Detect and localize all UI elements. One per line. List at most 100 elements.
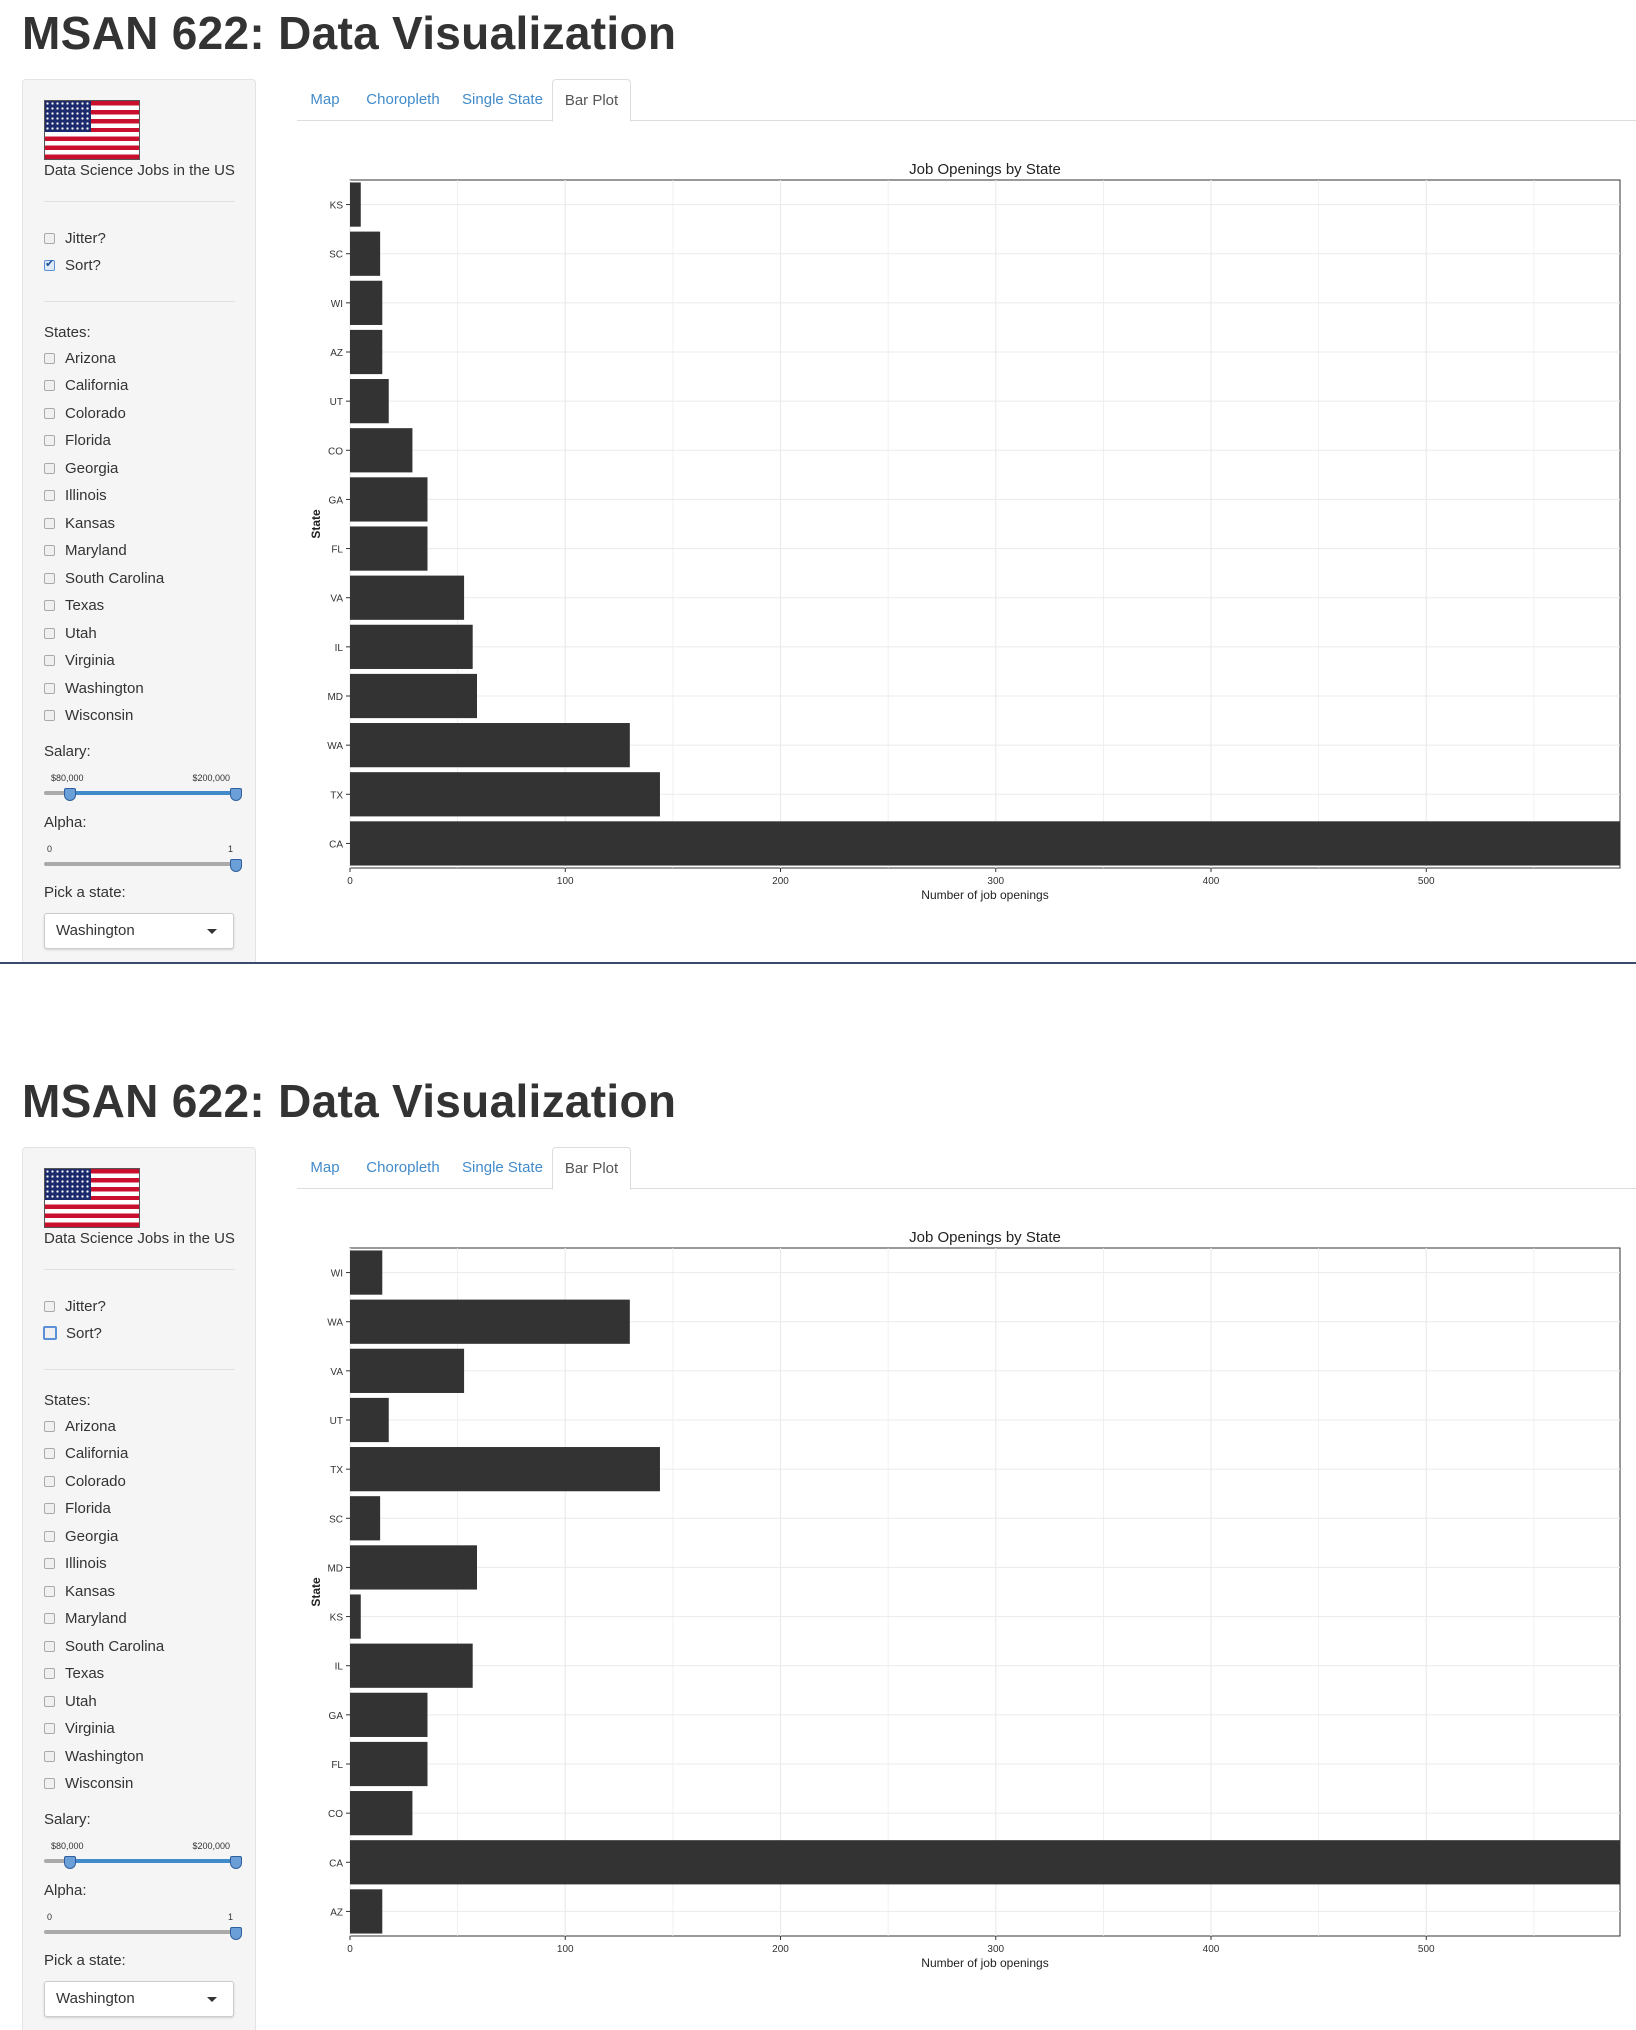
- state-checkbox[interactable]: [44, 1723, 55, 1734]
- bar-ks[interactable]: [350, 182, 361, 227]
- state-checkbox-row[interactable]: Georgia: [44, 458, 118, 478]
- state-checkbox[interactable]: [44, 1695, 55, 1707]
- state-checkbox-row[interactable]: Colorado: [44, 403, 126, 423]
- state-checkbox-row[interactable]: California: [44, 376, 128, 396]
- bar-ga[interactable]: [350, 477, 428, 522]
- state-select[interactable]: Washington: [44, 1981, 234, 2017]
- state-checkbox-row[interactable]: Illinois: [44, 1554, 107, 1574]
- state-checkbox-row[interactable]: Colorado: [44, 1471, 126, 1491]
- state-checkbox-row[interactable]: California: [44, 1444, 128, 1464]
- bar-wi[interactable]: [350, 280, 383, 325]
- bar-az[interactable]: [350, 1889, 383, 1934]
- bar-ga[interactable]: [350, 1692, 428, 1737]
- bar-va[interactable]: [350, 1348, 465, 1393]
- alpha-slider[interactable]: 0 1: [44, 1912, 242, 1942]
- state-checkbox[interactable]: [44, 682, 55, 694]
- state-checkbox[interactable]: [44, 600, 55, 611]
- state-checkbox-row[interactable]: Wisconsin: [44, 706, 133, 726]
- jitter-checkbox-row[interactable]: Jitter?: [44, 1296, 106, 1316]
- state-checkbox-row[interactable]: Virginia: [44, 651, 115, 671]
- salary-range-slider[interactable]: $80,000 $200,000: [44, 1841, 242, 1871]
- state-checkbox-row[interactable]: Florida: [44, 431, 111, 451]
- bar-md[interactable]: [350, 673, 477, 719]
- tab-map[interactable]: Map: [310, 1159, 340, 1176]
- state-checkbox[interactable]: [44, 380, 55, 391]
- bar-wa[interactable]: [350, 723, 630, 768]
- state-checkbox-row[interactable]: Utah: [44, 623, 97, 643]
- state-checkbox[interactable]: [44, 1530, 55, 1542]
- state-checkbox[interactable]: [44, 435, 55, 446]
- state-checkbox-row[interactable]: Kansas: [44, 513, 115, 533]
- state-checkbox[interactable]: [44, 1420, 55, 1432]
- bar-sc[interactable]: [350, 1496, 381, 1541]
- state-checkbox-row[interactable]: South Carolina: [44, 1636, 164, 1656]
- bar-il[interactable]: [350, 624, 473, 669]
- bar-fl[interactable]: [350, 1741, 428, 1787]
- state-checkbox[interactable]: [44, 627, 55, 639]
- tab-choropleth[interactable]: Choropleth: [366, 91, 440, 108]
- tab-choropleth[interactable]: Choropleth: [366, 1159, 440, 1176]
- state-checkbox[interactable]: [44, 1448, 55, 1459]
- bar-sc[interactable]: [350, 231, 381, 276]
- jitter-checkbox[interactable]: [44, 232, 55, 244]
- bar-fl[interactable]: [350, 526, 428, 571]
- sort-checkbox-row[interactable]: Sort?: [44, 255, 101, 275]
- bar-tx[interactable]: [350, 772, 660, 817]
- state-checkbox-row[interactable]: Arizona: [44, 348, 116, 368]
- bar-wi[interactable]: [350, 1250, 383, 1295]
- bar-co[interactable]: [350, 1791, 413, 1836]
- alpha-handle[interactable]: [230, 859, 242, 872]
- alpha-slider-track[interactable]: [44, 862, 236, 866]
- state-checkbox[interactable]: [44, 1668, 55, 1679]
- bar-ks[interactable]: [350, 1594, 361, 1639]
- state-checkbox[interactable]: [44, 490, 55, 501]
- state-select[interactable]: Washington: [44, 913, 234, 949]
- state-checkbox-row[interactable]: Washington: [44, 1746, 144, 1766]
- alpha-handle[interactable]: [230, 1927, 242, 1940]
- state-checkbox-row[interactable]: Washington: [44, 678, 144, 698]
- state-checkbox-row[interactable]: Texas: [44, 1664, 104, 1684]
- state-checkbox[interactable]: [44, 710, 55, 721]
- state-checkbox-row[interactable]: Florida: [44, 1499, 111, 1519]
- state-checkbox[interactable]: [44, 517, 55, 529]
- alpha-slider-track[interactable]: [44, 1930, 236, 1934]
- tab-single-state[interactable]: Single State: [462, 1159, 543, 1176]
- bar-il[interactable]: [350, 1643, 473, 1688]
- bar-ca[interactable]: [350, 1840, 1620, 1885]
- tab-map[interactable]: Map: [310, 91, 340, 108]
- state-checkbox[interactable]: [44, 1558, 55, 1569]
- bar-md[interactable]: [350, 1545, 477, 1590]
- salary-range-slider[interactable]: $80,000 $200,000: [44, 773, 242, 803]
- bar-ca[interactable]: [350, 821, 1620, 866]
- bar-az[interactable]: [350, 329, 383, 375]
- tab-bar-plot[interactable]: Bar Plot: [552, 79, 631, 122]
- bar-ut[interactable]: [350, 1397, 389, 1443]
- state-checkbox[interactable]: [44, 462, 55, 474]
- state-checkbox[interactable]: [44, 1475, 55, 1487]
- state-checkbox-row[interactable]: Georgia: [44, 1526, 118, 1546]
- state-checkbox-row[interactable]: Illinois: [44, 486, 107, 506]
- state-checkbox-row[interactable]: Arizona: [44, 1416, 116, 1436]
- bar-va[interactable]: [350, 575, 465, 620]
- bar-tx[interactable]: [350, 1447, 660, 1492]
- state-checkbox-row[interactable]: Maryland: [44, 1609, 127, 1629]
- state-checkbox-row[interactable]: Maryland: [44, 541, 127, 561]
- state-checkbox[interactable]: [44, 407, 55, 419]
- salary-min-handle[interactable]: [63, 788, 76, 801]
- bar-co[interactable]: [350, 428, 413, 473]
- state-checkbox-row[interactable]: Texas: [44, 596, 104, 616]
- state-checkbox[interactable]: [44, 572, 55, 584]
- salary-min-handle[interactable]: [63, 1856, 76, 1869]
- salary-max-handle[interactable]: [230, 788, 242, 801]
- sort-checkbox[interactable]: [44, 257, 55, 271]
- tab-single-state[interactable]: Single State: [462, 91, 543, 108]
- state-checkbox[interactable]: [44, 1613, 55, 1624]
- bar-wa[interactable]: [350, 1299, 630, 1344]
- state-checkbox[interactable]: [44, 545, 55, 556]
- state-checkbox-row[interactable]: Virginia: [44, 1719, 115, 1739]
- state-checkbox-row[interactable]: Wisconsin: [44, 1774, 133, 1794]
- tab-bar-plot[interactable]: Bar Plot: [552, 1147, 631, 1190]
- state-checkbox-row[interactable]: Utah: [44, 1691, 97, 1711]
- state-checkbox[interactable]: [44, 1778, 55, 1789]
- state-checkbox[interactable]: [44, 1503, 55, 1514]
